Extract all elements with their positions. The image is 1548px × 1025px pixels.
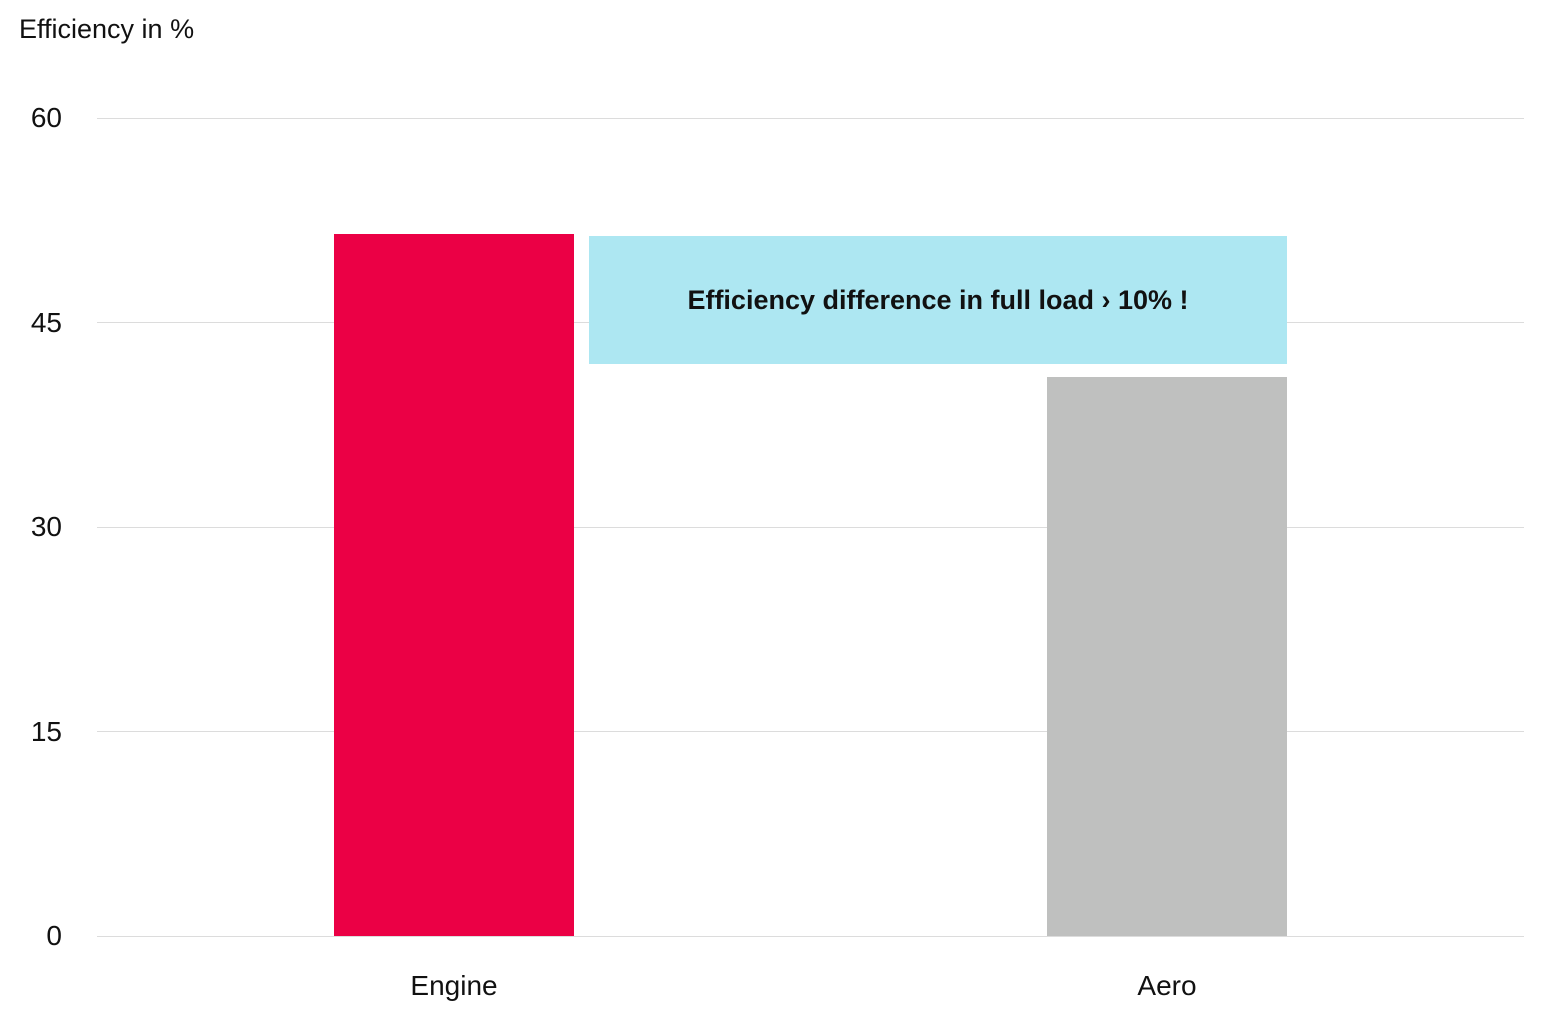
- y-tick-60: 60: [30, 102, 62, 133]
- gridline-0: [97, 936, 1524, 937]
- y-tick-45: 45: [30, 307, 62, 338]
- gridline-15: [97, 731, 1524, 732]
- y-tick-30: 30: [30, 511, 62, 542]
- y-tick-0: 0: [46, 920, 62, 951]
- y-axis-title: Efficiency in %: [19, 14, 195, 44]
- annotation-text: Efficiency difference in full load › 10%…: [687, 284, 1189, 315]
- y-tick-15: 15: [30, 716, 62, 747]
- x-label-aero: Aero: [1137, 970, 1197, 1001]
- bar-aero: [1047, 377, 1287, 936]
- gridline-60: [97, 118, 1524, 119]
- x-label-engine: Engine: [410, 970, 498, 1001]
- annotation-box: Efficiency difference in full load › 10%…: [589, 236, 1287, 364]
- bar-engine: [334, 233, 574, 936]
- gridline-30: [97, 527, 1524, 528]
